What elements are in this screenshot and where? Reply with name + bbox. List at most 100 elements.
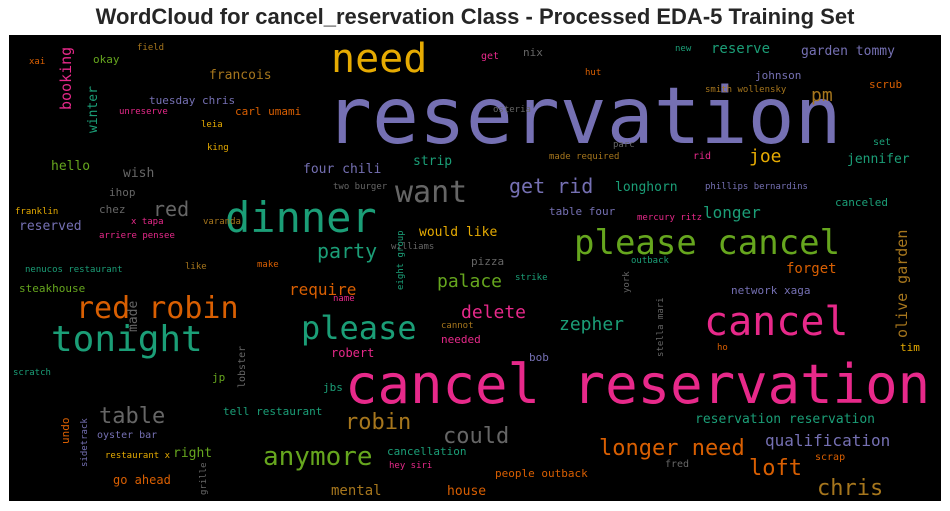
cloud-word: williams xyxy=(391,242,434,252)
cloud-word: zepher xyxy=(559,314,624,335)
cloud-word: olive garden xyxy=(893,230,911,338)
cloud-word: reserve xyxy=(711,41,770,57)
cloud-word: leia xyxy=(201,120,223,130)
cloud-word: please xyxy=(301,309,417,347)
cloud-word: table four xyxy=(549,205,616,218)
cloud-word: get rid xyxy=(509,174,593,198)
cloud-word: york xyxy=(622,271,632,293)
cloud-word: made xyxy=(126,301,141,332)
cloud-word: tell restaurant xyxy=(223,405,322,418)
cloud-word: red xyxy=(153,197,189,221)
cloud-word: mercury ritz xyxy=(637,213,702,223)
cloud-word: pizza xyxy=(471,255,504,268)
cloud-word: four chili xyxy=(303,162,381,177)
cloud-word: johnson xyxy=(755,69,801,82)
cloud-word: name xyxy=(333,294,355,304)
cloud-word: needed xyxy=(441,333,481,346)
cloud-word: network xaga xyxy=(731,284,810,297)
cloud-word: osteria xyxy=(493,105,531,115)
cloud-word: longer xyxy=(703,203,761,222)
cloud-word: hey siri xyxy=(389,461,432,471)
cloud-word: jp xyxy=(212,371,225,384)
cloud-word: tuesday chris xyxy=(149,94,235,107)
cloud-word: franklin xyxy=(15,207,58,217)
cloud-word: oyster bar xyxy=(97,430,157,441)
cloud-word: reservation xyxy=(325,72,842,162)
cloud-word: nenucos restaurant xyxy=(25,265,123,275)
cloud-word: could xyxy=(443,424,509,449)
cloud-word: bob xyxy=(529,351,549,364)
cloud-word: mental xyxy=(331,483,382,499)
cloud-word: booking xyxy=(57,47,75,110)
cloud-word: scratch xyxy=(13,368,51,378)
cloud-word: rid xyxy=(693,151,711,162)
cloud-word: reserved xyxy=(19,219,82,234)
cloud-word: house xyxy=(447,484,486,499)
cloud-word: jbs xyxy=(323,381,343,394)
cloud-word: winter xyxy=(86,86,101,133)
cloud-word: scrap xyxy=(815,452,845,463)
cloud-word: palace xyxy=(437,271,502,292)
cloud-word: fred xyxy=(665,459,689,470)
cloud-word: parc xyxy=(613,140,635,150)
cloud-word: cancellation xyxy=(387,445,466,458)
cloud-word: carl umami xyxy=(235,105,301,118)
cloud-word: king xyxy=(207,143,229,153)
cloud-word: sidetrack xyxy=(80,418,90,467)
cloud-word: scrub xyxy=(869,78,902,91)
cloud-word: set xyxy=(873,137,891,148)
cloud-word: garden tommy xyxy=(801,44,895,59)
cloud-word: restaurant x xyxy=(105,451,171,461)
cloud-word: two burger xyxy=(333,182,388,192)
cloud-word: chez xyxy=(99,203,126,216)
cloud-word: anymore xyxy=(263,442,373,472)
cloud-word: unreserve xyxy=(119,107,168,117)
cloud-word: want xyxy=(395,175,467,210)
cloud-word: strip xyxy=(413,154,452,169)
cloud-word: francois xyxy=(209,68,272,83)
cloud-word: need xyxy=(331,36,427,82)
wordcloud-canvas: reservation cancel reservation dinner pleas… xyxy=(9,35,941,501)
cloud-word: strike xyxy=(515,273,548,283)
cloud-word: tim xyxy=(900,341,920,354)
cloud-word: okay xyxy=(93,53,120,66)
cloud-word: phillips bernardins xyxy=(705,182,808,192)
cloud-word: longhorn xyxy=(615,180,678,195)
cloud-word: cancel xyxy=(704,299,849,345)
cloud-word: nix xyxy=(523,46,543,59)
chart-title: WordCloud for cancel_reservation Class -… xyxy=(95,4,855,29)
cloud-word: made required xyxy=(549,152,619,162)
cloud-word: make xyxy=(257,260,279,270)
cloud-word: new xyxy=(675,44,692,54)
cloud-word: right xyxy=(173,446,212,461)
cloud-word: go ahead xyxy=(113,473,171,487)
cloud-word: lobster xyxy=(237,346,248,388)
cloud-word: smith wollensky xyxy=(705,85,787,95)
cloud-word: longer need xyxy=(599,436,745,461)
cloud-word: cancel reservation xyxy=(345,353,930,416)
cloud-word: arriere pensee xyxy=(99,231,175,241)
cloud-word: varanda xyxy=(203,217,241,227)
cloud-word: wish xyxy=(123,166,154,181)
cloud-word: x tapa xyxy=(131,217,164,227)
cloud-word: steakhouse xyxy=(19,282,85,295)
cloud-word: require xyxy=(289,280,356,299)
cloud-word: chris xyxy=(817,476,883,501)
cloud-word: dinner xyxy=(225,193,377,242)
wordcloud-svg: reservation cancel reservation dinner pleas… xyxy=(13,36,930,501)
cloud-word: would like xyxy=(419,225,497,240)
cloud-word: get xyxy=(481,51,499,62)
cloud-word: joe xyxy=(749,146,782,167)
cloud-word: delete xyxy=(461,302,526,323)
cloud-word: qualification xyxy=(765,431,890,450)
cloud-word: jennifer xyxy=(847,152,910,167)
cloud-word: loft xyxy=(749,456,802,481)
cloud-word: people outback xyxy=(495,467,588,480)
cloud-word: robert xyxy=(331,346,374,360)
cloud-word: stella mari xyxy=(656,297,666,357)
cloud-word: hut xyxy=(585,68,601,78)
cloud-word: red robin xyxy=(76,291,239,326)
cloud-word: tonight xyxy=(51,319,203,360)
cloud-word: like xyxy=(185,262,207,272)
cloud-word: cannot xyxy=(441,321,474,331)
